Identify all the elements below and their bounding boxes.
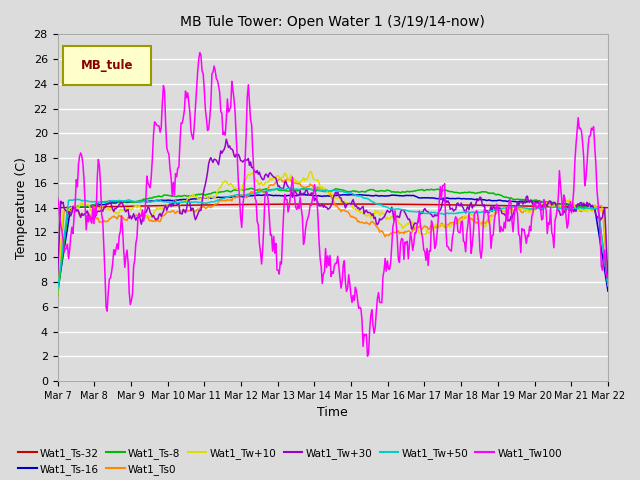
Y-axis label: Temperature (C): Temperature (C) — [15, 157, 28, 259]
Text: MB_tule: MB_tule — [81, 59, 133, 72]
X-axis label: Time: Time — [317, 407, 348, 420]
Legend: Wat1_Ts-32, Wat1_Ts-16, Wat1_Ts-8, Wat1_Ts0, Wat1_Tw+10, Wat1_Tw+30, Wat1_Tw+50,: Wat1_Ts-32, Wat1_Ts-16, Wat1_Ts-8, Wat1_… — [18, 448, 562, 475]
FancyBboxPatch shape — [63, 47, 151, 84]
Title: MB Tule Tower: Open Water 1 (3/19/14-now): MB Tule Tower: Open Water 1 (3/19/14-now… — [180, 15, 485, 29]
